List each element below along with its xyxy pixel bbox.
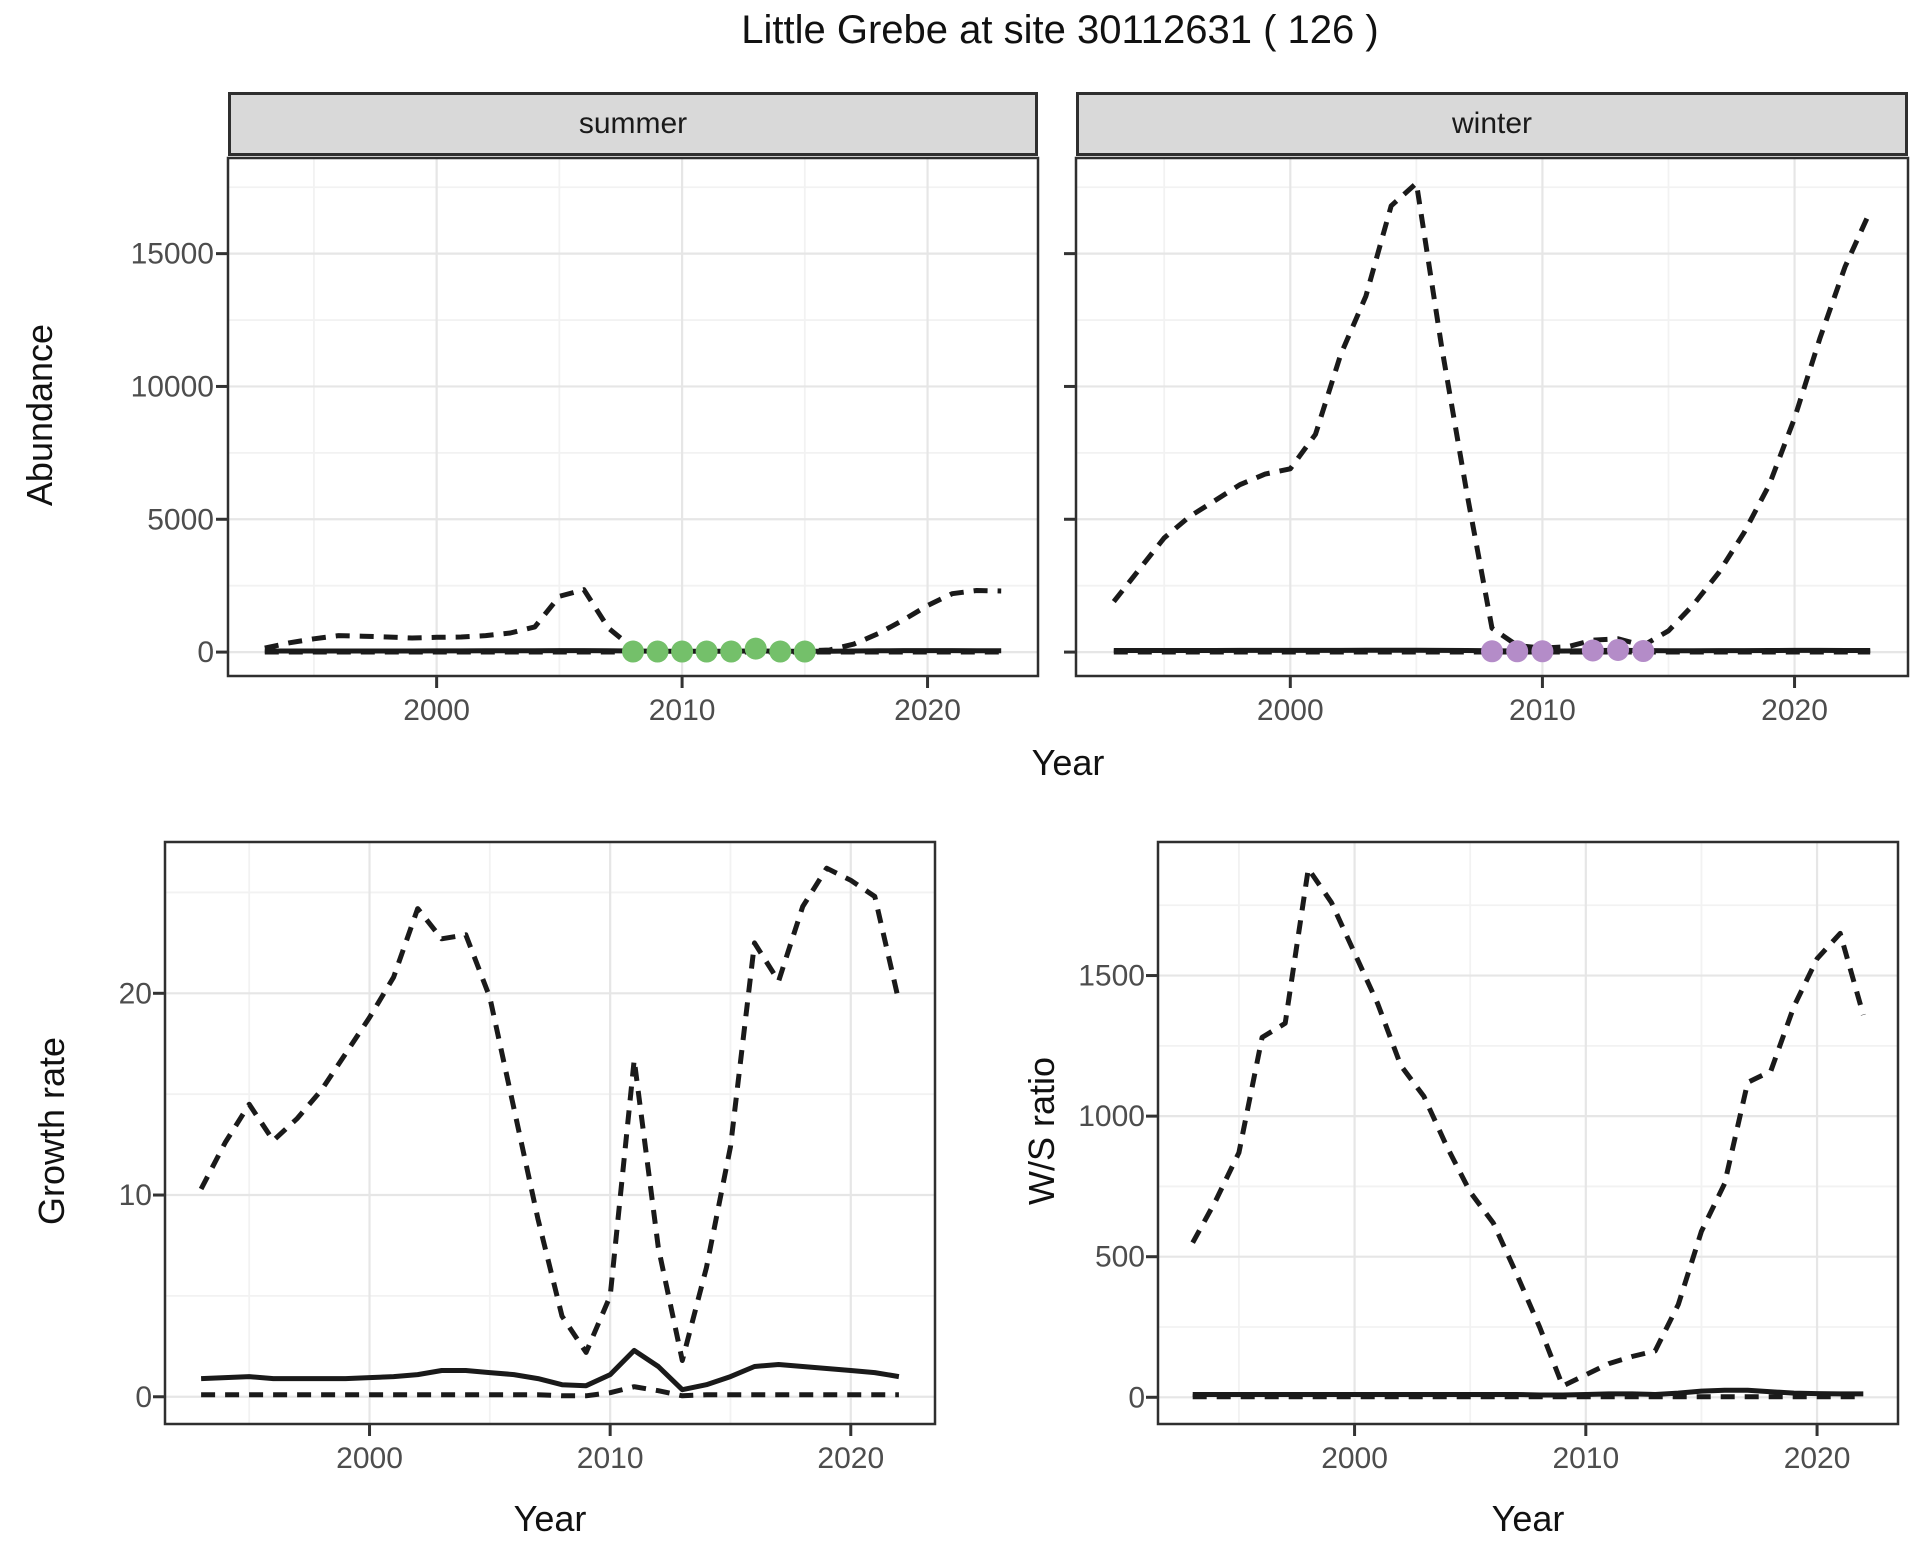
y-tick-label: 5000 — [147, 503, 214, 536]
observed-counts-winter-point — [1632, 640, 1655, 663]
x-tick-label: 2010 — [1552, 1442, 1619, 1475]
y-tick-label: 500 — [1095, 1241, 1145, 1274]
observed-counts-summer-point — [646, 640, 669, 663]
x-tick-label: 2020 — [1761, 694, 1828, 727]
y-tick-label: 0 — [135, 1381, 152, 1414]
panel-background — [228, 158, 1038, 676]
observed-counts-summer-point — [769, 640, 792, 663]
observed-counts-summer-point — [744, 637, 767, 660]
x-axis-title-year-bottom-left: Year — [513, 1498, 587, 1539]
series-mean-line — [200, 1347, 900, 1393]
observed-counts-summer-point — [695, 640, 718, 663]
x-axis-title-year-bottom-right: Year — [1491, 1498, 1565, 1539]
observed-counts-summer-point — [793, 640, 816, 663]
y-tick-label: 0 — [1128, 1381, 1145, 1414]
y-axis-title-ws-ratio: W/S ratio — [1021, 1056, 1062, 1206]
panel-border — [226, 156, 1040, 678]
panel-border — [1074, 156, 1910, 678]
observed-counts-winter-point — [1481, 640, 1503, 663]
y-tick-label: 0 — [197, 636, 214, 669]
y-tick-label: 10 — [119, 1179, 152, 1212]
observed-counts-winter-point — [1581, 639, 1604, 662]
panel-background — [165, 842, 935, 1424]
x-axis-title-year-top: Year — [1031, 742, 1105, 783]
y-tick-label: 1000 — [1078, 1100, 1145, 1133]
y-tick-label: 1500 — [1078, 960, 1145, 993]
y-tick-label: 15000 — [131, 238, 214, 271]
x-tick-label: 2010 — [577, 1442, 644, 1475]
y-tick-label: 20 — [119, 977, 152, 1010]
x-tick-label: 2010 — [649, 694, 716, 727]
series-upper_ci-line — [198, 865, 902, 1363]
x-tick-label: 2000 — [1257, 694, 1324, 727]
x-tick-label: 2020 — [894, 694, 961, 727]
x-tick-label: 2000 — [1321, 1442, 1388, 1475]
observed-counts-winter-point — [1607, 638, 1630, 661]
panel-background — [1158, 842, 1898, 1424]
y-axis-title-growth-rate: Growth rate — [31, 1036, 72, 1226]
panel-abundance-summer: 2000 2010 2020 0 5000 10000 15000 — [131, 156, 1040, 727]
facet-strip-winter-label: winter — [1451, 107, 1533, 140]
panel-ws-ratio: 2000 2010 2020 0 500 1000 1500 — [1078, 840, 1900, 1475]
observed-counts-summer-point — [671, 640, 694, 663]
observed-counts-winter-point — [1531, 640, 1554, 663]
facet-strip-summer-label: summer — [578, 107, 688, 140]
facet-strip-summer: summer — [228, 92, 1038, 156]
y-tick-label: 10000 — [131, 370, 214, 403]
x-tick-label: 2000 — [403, 694, 470, 727]
observed-counts-summer-point — [622, 640, 644, 663]
series-upper_ci-line — [1111, 180, 1873, 651]
panel-background — [1076, 158, 1908, 676]
panel-growth-rate: 2000 2010 2020 0 10 20 — [119, 840, 937, 1475]
panel-border — [1156, 840, 1900, 1426]
facet-strip-winter: winter — [1076, 92, 1908, 156]
x-tick-label: 2000 — [336, 1442, 403, 1475]
observed-counts-summer-point — [720, 640, 743, 663]
panel-border — [163, 840, 937, 1426]
y-axis-title-abundance: Abundance — [19, 323, 60, 507]
series-mean-line — [1192, 1387, 1864, 1398]
x-tick-label: 2020 — [1784, 1442, 1851, 1475]
x-tick-label: 2020 — [817, 1442, 884, 1475]
panel-abundance-winter: 2000 2010 2020 — [1064, 156, 1910, 727]
series-upper_ci-line — [1190, 866, 1866, 1389]
observed-counts-winter-point — [1506, 640, 1529, 663]
series-lower_ci-line — [201, 1384, 899, 1399]
x-tick-label: 2010 — [1509, 694, 1576, 727]
figure-title: Little Grebe at site 30112631 ( 126 ) — [741, 8, 1379, 52]
